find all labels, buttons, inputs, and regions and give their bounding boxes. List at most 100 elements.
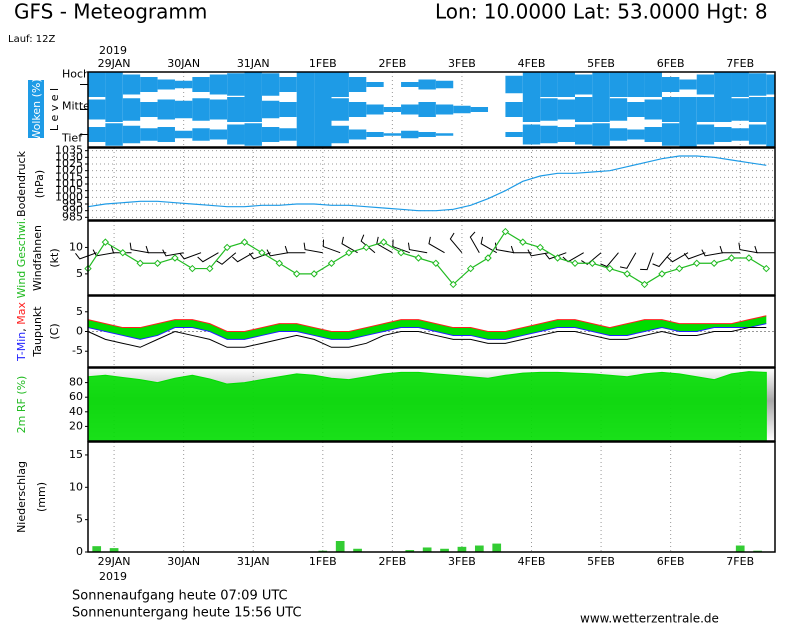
panel-frame xyxy=(87,71,776,148)
cloud-cell xyxy=(366,82,384,87)
cloud-cell xyxy=(157,127,175,142)
wind-speed-marker xyxy=(240,238,249,246)
precip-bar xyxy=(474,545,484,552)
cloud-cell xyxy=(679,97,697,122)
precip-bar xyxy=(735,545,745,552)
wind-barb xyxy=(266,249,289,257)
temperature-line xyxy=(87,315,767,332)
year-top: 2019 xyxy=(99,44,127,57)
date-label-top: 2FEB xyxy=(378,57,406,70)
y-axis-label: L e v e l xyxy=(48,88,61,131)
wind-barb xyxy=(510,245,532,254)
cloud-cell xyxy=(192,98,210,121)
wind-barb xyxy=(666,252,689,263)
cloud-cell xyxy=(314,97,332,122)
cloud-cell xyxy=(401,82,419,87)
wind-speed-marker xyxy=(484,254,492,262)
wind-speed-marker xyxy=(727,254,736,262)
y-axis-label: 2m RF (%) xyxy=(15,376,28,434)
wind-speed-marker xyxy=(710,259,718,267)
date-label-top: 29JAN xyxy=(98,57,131,70)
cloud-cell xyxy=(714,127,732,142)
y-axis-label: Wind Geschwi. xyxy=(15,218,28,299)
cloud-cell xyxy=(244,97,262,122)
wind-barb xyxy=(197,252,219,263)
y-axis-label-part: Windfahnen xyxy=(31,225,44,291)
cloud-cell xyxy=(644,72,662,97)
cloud-cell xyxy=(661,123,680,146)
cloud-cell xyxy=(227,73,245,96)
precip-bar xyxy=(335,541,345,552)
cloud-cell xyxy=(174,100,193,119)
wind-barb xyxy=(407,242,428,254)
cloud-cell xyxy=(766,74,775,95)
cloud-cell xyxy=(557,127,575,142)
wind-barb xyxy=(341,236,358,254)
precip-bar xyxy=(440,548,449,552)
wind-barb xyxy=(480,236,497,254)
wind-barb xyxy=(619,252,637,269)
cloud-cell xyxy=(418,102,436,117)
cloud-cell xyxy=(209,74,228,95)
wind-barb xyxy=(754,245,775,254)
cloud-cell xyxy=(540,98,558,121)
wind-speed-marker xyxy=(397,249,405,257)
cloud-cell xyxy=(140,128,158,141)
y-axis-label: Wolken (%) xyxy=(30,78,43,140)
cloud-cell xyxy=(557,72,575,97)
panel-frame xyxy=(87,220,776,296)
panel-frame xyxy=(87,441,776,553)
panel-frame xyxy=(87,367,776,442)
y-tick-label: 1035 xyxy=(55,144,83,157)
cloud-cell xyxy=(122,98,141,121)
title: GFS - Meteogramm xyxy=(14,0,207,24)
y-axis-label: T-Min, Max xyxy=(15,302,28,362)
y-tick-label: 5 xyxy=(76,305,83,318)
date-label-top: 7FEB xyxy=(726,57,754,70)
cloud-cell xyxy=(627,129,645,140)
y-tick-label: 1020 xyxy=(55,164,83,177)
wind-barb xyxy=(738,242,758,254)
y-tick-label: -5 xyxy=(72,344,83,357)
cloud-cell xyxy=(748,97,767,122)
cloud-cell xyxy=(557,99,575,120)
wind-speed-marker xyxy=(188,264,197,273)
y-axis-label: (mm) xyxy=(35,482,48,512)
y-tick-label: 80 xyxy=(69,376,83,389)
cloud-cell xyxy=(192,128,210,141)
wind-speed-marker xyxy=(345,249,353,257)
cloud-cell xyxy=(401,104,419,115)
wind-speed-marker xyxy=(466,264,475,273)
run: Lauf: 12Z xyxy=(8,34,55,45)
wind-barb xyxy=(322,239,341,254)
y-axis-label-part: Wolken (%) xyxy=(30,78,43,140)
wind-speed-marker xyxy=(675,264,684,273)
y-tick-label: 1015 xyxy=(55,170,83,183)
precip-bar xyxy=(109,548,119,552)
wind-barb xyxy=(701,249,723,257)
wind-speed-marker xyxy=(293,270,301,278)
wind-speed-marker xyxy=(275,259,284,267)
cloud-cell xyxy=(244,72,262,97)
y-tick-label: 40 xyxy=(69,405,83,418)
date-label-bottom: 31JAN xyxy=(237,555,270,568)
cloud-cell xyxy=(435,133,454,136)
cloud-cell xyxy=(418,79,436,90)
panel-frame xyxy=(87,147,776,221)
cloud-cell xyxy=(331,98,349,121)
cloud-cell xyxy=(331,72,349,97)
wind-speed-marker xyxy=(432,259,440,267)
cloud-cell xyxy=(105,72,123,97)
cloud-cell xyxy=(383,133,402,136)
cloud-cell xyxy=(261,127,280,142)
wind-barb xyxy=(232,252,254,263)
wind-speed-marker xyxy=(606,264,614,273)
cloud-cell xyxy=(679,79,697,90)
cloud-cell xyxy=(261,100,280,119)
source-url: www.wetterzentrale.de xyxy=(580,612,719,625)
cloud-cell xyxy=(227,97,245,122)
y-axis-label-part: (hPa) xyxy=(33,170,46,198)
cloud-cell xyxy=(279,128,297,141)
humidity-area xyxy=(87,371,767,442)
